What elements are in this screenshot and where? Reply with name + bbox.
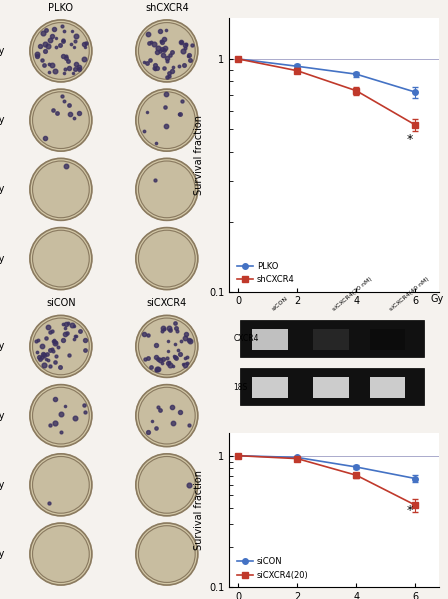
siCXCR4(20) xyxy=(294,455,300,462)
Circle shape xyxy=(138,318,195,375)
FancyBboxPatch shape xyxy=(313,329,349,350)
Text: 0Gy: 0Gy xyxy=(0,46,5,56)
Text: 18S: 18S xyxy=(233,383,248,392)
Text: *: * xyxy=(406,133,413,146)
Circle shape xyxy=(138,526,195,582)
Circle shape xyxy=(33,161,89,217)
FancyBboxPatch shape xyxy=(252,329,288,350)
PLKO xyxy=(235,55,241,62)
FancyBboxPatch shape xyxy=(240,368,424,405)
Circle shape xyxy=(136,228,198,289)
shCXCR4 xyxy=(413,122,418,129)
shCXCR4 xyxy=(235,55,241,62)
Circle shape xyxy=(138,92,195,149)
siCON xyxy=(294,454,300,461)
Text: 2Gy: 2Gy xyxy=(0,411,5,420)
Circle shape xyxy=(136,316,198,377)
Circle shape xyxy=(33,23,89,79)
siCON xyxy=(235,452,241,459)
Circle shape xyxy=(33,318,89,375)
Text: shCXCR4: shCXCR4 xyxy=(145,3,189,13)
FancyBboxPatch shape xyxy=(370,329,405,350)
Line: siCON: siCON xyxy=(235,453,418,482)
Circle shape xyxy=(136,20,198,82)
Line: siCXCR4(20): siCXCR4(20) xyxy=(235,453,418,508)
Circle shape xyxy=(138,230,195,287)
Line: shCXCR4: shCXCR4 xyxy=(235,56,418,128)
PLKO xyxy=(413,89,418,96)
Circle shape xyxy=(138,388,195,444)
FancyBboxPatch shape xyxy=(313,377,349,398)
Circle shape xyxy=(136,454,198,516)
Text: siCON: siCON xyxy=(271,295,289,311)
shCXCR4 xyxy=(294,67,300,74)
Text: 4Gy: 4Gy xyxy=(0,480,5,490)
Circle shape xyxy=(30,20,92,82)
Circle shape xyxy=(30,316,92,377)
Circle shape xyxy=(138,456,195,513)
Circle shape xyxy=(136,89,198,151)
Text: CXCR4: CXCR4 xyxy=(233,334,259,343)
Circle shape xyxy=(33,526,89,582)
Text: 6Gy: 6Gy xyxy=(0,549,5,559)
siCXCR4(20) xyxy=(235,452,241,459)
FancyBboxPatch shape xyxy=(370,377,405,398)
siCXCR4(20) xyxy=(413,501,418,509)
Circle shape xyxy=(33,388,89,444)
Circle shape xyxy=(30,228,92,289)
Text: siCON: siCON xyxy=(46,298,76,308)
Circle shape xyxy=(30,385,92,447)
Circle shape xyxy=(136,385,198,447)
Text: *: * xyxy=(406,504,413,518)
Text: siCXCR4(40 nM): siCXCR4(40 nM) xyxy=(389,276,430,311)
Legend: PLKO, shCXCR4: PLKO, shCXCR4 xyxy=(233,259,298,288)
Y-axis label: Survival fraction: Survival fraction xyxy=(194,470,203,550)
Circle shape xyxy=(138,161,195,217)
Y-axis label: Survival fraction: Survival fraction xyxy=(194,115,203,195)
PLKO xyxy=(294,63,300,70)
Circle shape xyxy=(136,158,198,220)
Circle shape xyxy=(30,89,92,151)
Text: 2Gy: 2Gy xyxy=(0,115,5,125)
Legend: siCON, siCXCR4(20): siCON, siCXCR4(20) xyxy=(233,554,312,583)
Circle shape xyxy=(138,23,195,79)
Circle shape xyxy=(33,456,89,513)
Circle shape xyxy=(30,158,92,220)
Line: PLKO: PLKO xyxy=(235,56,418,95)
siCON xyxy=(353,464,359,471)
shCXCR4 xyxy=(353,87,359,94)
Text: 0Gy: 0Gy xyxy=(0,341,5,352)
Text: 6Gy: 6Gy xyxy=(0,253,5,264)
Circle shape xyxy=(136,523,198,585)
FancyBboxPatch shape xyxy=(240,320,424,357)
Text: siCXCR4(20 nM): siCXCR4(20 nM) xyxy=(332,276,373,311)
Circle shape xyxy=(30,523,92,585)
FancyBboxPatch shape xyxy=(252,377,288,398)
Circle shape xyxy=(33,230,89,287)
Circle shape xyxy=(30,454,92,516)
Text: PLKO: PLKO xyxy=(48,3,73,13)
Text: Gy: Gy xyxy=(430,294,444,304)
Text: siCXCR4: siCXCR4 xyxy=(146,298,187,308)
siCON xyxy=(413,475,418,482)
Circle shape xyxy=(33,92,89,149)
siCXCR4(20) xyxy=(353,471,359,479)
PLKO xyxy=(353,71,359,78)
Text: 4Gy: 4Gy xyxy=(0,184,5,194)
